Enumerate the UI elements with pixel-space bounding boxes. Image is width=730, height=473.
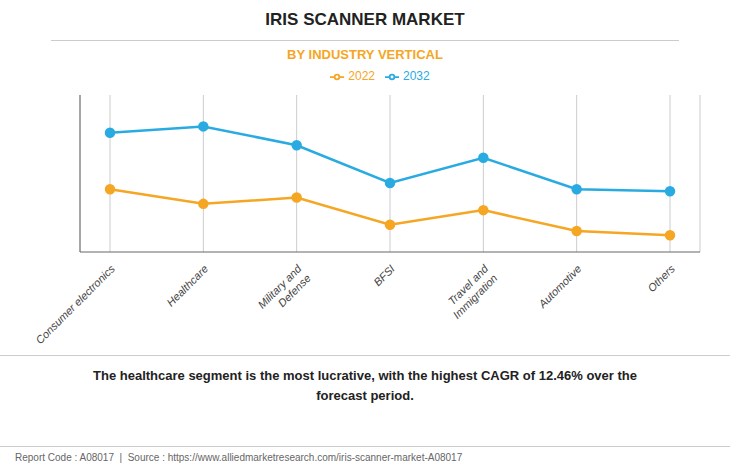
svg-text:Travel andImmigration: Travel andImmigration [441, 262, 500, 321]
svg-text:BFSI: BFSI [371, 262, 397, 288]
svg-text:Military andDefense: Military andDefense [255, 262, 313, 320]
html-text:IRIS SCANNER MARKET: IRIS SCANNER MARKET [265, 10, 465, 29]
html-text:2022: 2022 [348, 69, 375, 83]
svg-text:Others: Others [645, 262, 677, 294]
html-text:Report Code : A08017 | Source: Report Code : A08017 | Source : https://… [15, 452, 463, 463]
svg-text:Automotive: Automotive [535, 262, 583, 310]
html-text:BY INDUSTRY VERTICAL: BY INDUSTRY VERTICAL [287, 47, 443, 62]
svg-text:Healthcare: Healthcare [164, 262, 210, 308]
svg-text:Consumer electronics: Consumer electronics [33, 262, 117, 346]
html-text:The healthcare segment is the: The healthcare segment is the most lucra… [93, 368, 637, 403]
html-text:2032: 2032 [403, 69, 430, 83]
